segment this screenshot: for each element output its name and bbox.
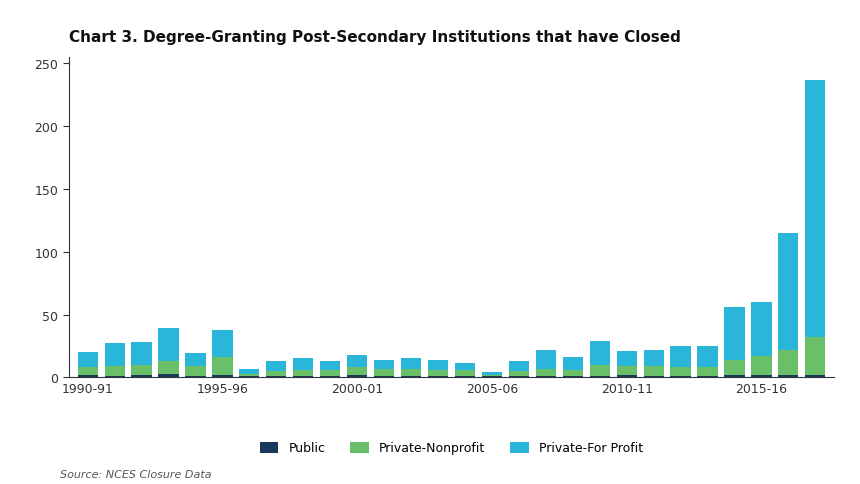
Bar xyxy=(562,376,583,378)
Bar xyxy=(671,376,691,378)
Bar xyxy=(293,359,313,370)
Bar xyxy=(455,376,475,378)
Bar xyxy=(724,360,745,375)
Bar xyxy=(186,376,206,378)
Bar xyxy=(752,356,771,375)
Bar xyxy=(320,361,341,370)
Bar xyxy=(805,81,826,337)
Bar xyxy=(77,367,98,375)
Bar xyxy=(617,366,636,375)
Bar xyxy=(617,351,636,366)
Bar xyxy=(724,307,745,360)
Bar xyxy=(482,376,502,378)
Bar xyxy=(778,375,798,378)
Bar xyxy=(239,369,260,374)
Bar xyxy=(239,374,260,376)
Bar xyxy=(212,375,232,378)
Bar xyxy=(374,376,394,378)
Bar xyxy=(186,354,206,366)
Bar xyxy=(105,366,125,376)
Bar xyxy=(455,370,475,376)
Bar xyxy=(132,375,151,378)
Bar xyxy=(267,361,286,371)
Bar xyxy=(509,361,529,371)
Bar xyxy=(509,371,529,376)
Bar xyxy=(509,376,529,378)
Bar xyxy=(536,369,556,376)
Text: Chart 3. Degree-Granting Post-Secondary Institutions that have Closed: Chart 3. Degree-Granting Post-Secondary … xyxy=(69,30,680,45)
Bar xyxy=(347,355,367,367)
Bar xyxy=(643,350,664,366)
Bar xyxy=(805,375,826,378)
Bar xyxy=(293,370,313,376)
Bar xyxy=(778,233,798,350)
Bar xyxy=(158,329,179,361)
Bar xyxy=(562,370,583,376)
Bar xyxy=(778,350,798,375)
Bar xyxy=(697,346,717,367)
Bar xyxy=(347,375,367,378)
Bar xyxy=(590,376,610,378)
Bar xyxy=(671,367,691,376)
Bar xyxy=(186,366,206,376)
Bar xyxy=(77,352,98,367)
Bar xyxy=(132,343,151,365)
Bar xyxy=(643,376,664,378)
Bar xyxy=(536,376,556,378)
Bar xyxy=(77,375,98,378)
Bar xyxy=(267,376,286,378)
Bar xyxy=(482,375,502,376)
Bar xyxy=(132,365,151,375)
Bar xyxy=(374,369,394,376)
Bar xyxy=(267,371,286,376)
Bar xyxy=(590,341,610,365)
Bar xyxy=(697,367,717,376)
Bar xyxy=(374,360,394,369)
Bar xyxy=(401,359,421,369)
Bar xyxy=(697,376,717,378)
Bar xyxy=(752,302,771,356)
Bar xyxy=(320,376,341,378)
Bar xyxy=(671,346,691,367)
Bar xyxy=(428,370,448,376)
Bar xyxy=(643,366,664,376)
Bar xyxy=(536,350,556,369)
Bar xyxy=(105,344,125,366)
Legend: Public, Private-Nonprofit, Private-For Profit: Public, Private-Nonprofit, Private-For P… xyxy=(254,435,649,461)
Bar xyxy=(347,367,367,375)
Bar xyxy=(293,376,313,378)
Bar xyxy=(455,364,475,370)
Text: Source: NCES Closure Data: Source: NCES Closure Data xyxy=(60,469,212,479)
Bar xyxy=(590,365,610,376)
Bar xyxy=(724,375,745,378)
Bar xyxy=(805,337,826,375)
Bar xyxy=(320,370,341,376)
Bar xyxy=(617,375,636,378)
Bar xyxy=(401,369,421,376)
Bar xyxy=(482,373,502,375)
Bar xyxy=(212,330,232,358)
Bar xyxy=(752,375,771,378)
Bar xyxy=(401,376,421,378)
Bar xyxy=(212,358,232,375)
Bar xyxy=(428,360,448,370)
Bar xyxy=(158,361,179,374)
Bar xyxy=(105,376,125,378)
Bar xyxy=(158,374,179,378)
Bar xyxy=(239,376,260,378)
Bar xyxy=(562,358,583,370)
Bar xyxy=(428,376,448,378)
